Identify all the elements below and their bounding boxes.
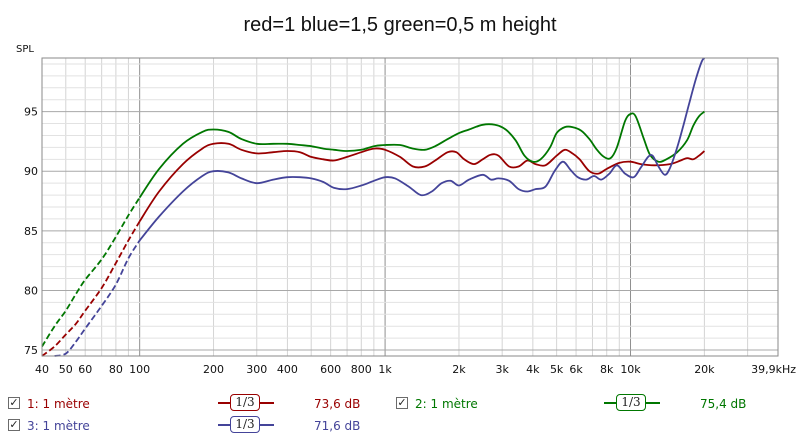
x-tick-label: 8k	[600, 363, 614, 376]
series-1-smoothing-label: 1/3	[235, 395, 255, 409]
x-tick-label: 800	[351, 363, 372, 376]
y-tick-label: 90	[24, 165, 38, 178]
series-1-dashed-segment	[41, 220, 141, 357]
series-1-name: 1: 1 mètre	[27, 397, 90, 411]
series-2-smoothing-button[interactable]: 1/3	[616, 394, 646, 411]
x-tick-label: 50	[59, 363, 73, 376]
x-tick-label: 20k	[694, 363, 715, 376]
y-tick-label: 75	[24, 344, 38, 357]
x-tick-label: 1k	[378, 363, 392, 376]
x-tick-label: 100	[129, 363, 150, 376]
series-3-smoothing-label: 1/3	[235, 417, 255, 431]
y-tick-labels: 75 80 85 90 95	[24, 106, 38, 357]
x-tick-label: 39,9kHz	[751, 363, 796, 376]
series-3-name: 3: 1 mètre	[27, 419, 90, 433]
series-3-dashed-segment	[54, 239, 141, 357]
x-tick-label: 600	[320, 363, 341, 376]
series-1-smoothing-button[interactable]: 1/3	[230, 394, 260, 411]
series-3-smoothing-button[interactable]: 1/3	[230, 416, 260, 433]
series-2-dashed-segment	[41, 197, 141, 347]
x-tick-label: 4k	[526, 363, 540, 376]
chart-title: red=1 blue=1,5 green=0,5 m height	[243, 14, 556, 36]
frequency-response-chart: red=1 blue=1,5 green=0,5 m height SPL 75…	[16, 14, 796, 376]
x-tick-label: 2k	[452, 363, 466, 376]
x-tick-label: 3k	[495, 363, 509, 376]
series-1-line	[138, 142, 706, 222]
x-tick-label: 80	[109, 363, 123, 376]
series-2-line	[138, 110, 705, 198]
legend-row-2: ✓ 3: 1 mètre 1/3 71,6 dB	[0, 416, 800, 436]
x-tick-label: 60	[78, 363, 92, 376]
series-2-name: 2: 1 mètre	[415, 397, 478, 411]
series-3-level: 71,6 dB	[314, 419, 361, 433]
x-tick-label: 40	[35, 363, 49, 376]
series-2-level: 75,4 dB	[700, 397, 747, 411]
y-axis-label: SPL	[16, 44, 34, 55]
y-tick-label: 85	[24, 225, 38, 238]
x-tick-labels: 40 50 60 80 100 200 300 400 600 800 1k 2k 3k 4k 5k 6k 8k…	[35, 363, 796, 376]
series-3-line	[138, 57, 706, 241]
x-tick-label: 10k	[620, 363, 641, 376]
x-tick-label: 6k	[569, 363, 583, 376]
x-tick-label: 5k	[550, 363, 564, 376]
series-2-checkbox[interactable]: ✓	[396, 396, 408, 409]
series-lines	[41, 57, 706, 357]
series-1-checkbox[interactable]: ✓	[8, 396, 20, 409]
plot-frame	[41, 57, 779, 357]
series-1-level: 73,6 dB	[314, 397, 361, 411]
x-tick-label: 400	[277, 363, 298, 376]
legend-row-1: ✓ 1: 1 mètre 1/3 73,6 dB ✓ 2: 1 mètre 1/…	[0, 394, 800, 414]
x-tick-label: 300	[246, 363, 267, 376]
series-2-smoothing-label: 1/3	[621, 395, 641, 409]
x-tick-label: 200	[203, 363, 224, 376]
series-3-checkbox[interactable]: ✓	[8, 418, 20, 431]
y-tick-label: 95	[24, 106, 38, 119]
y-tick-label: 80	[24, 284, 38, 297]
